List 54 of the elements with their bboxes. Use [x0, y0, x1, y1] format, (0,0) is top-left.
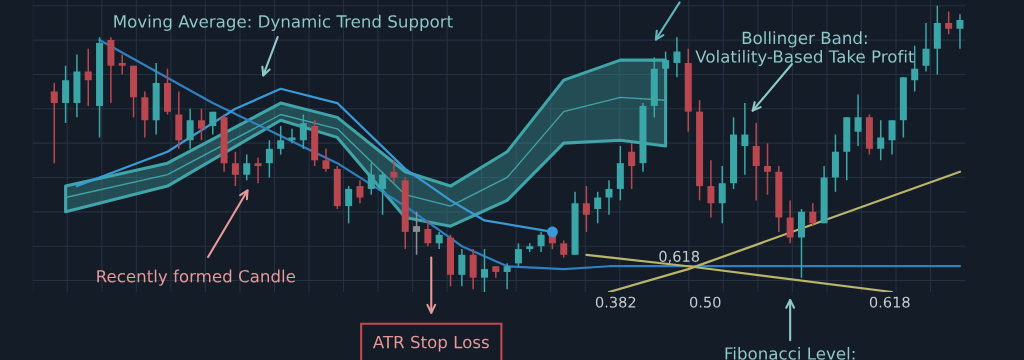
annotation: 0,618	[659, 250, 700, 264]
candlestick	[243, 153, 251, 182]
candlestick	[786, 199, 794, 245]
candlestick	[277, 125, 285, 156]
candlestick	[809, 202, 817, 227]
candlestick	[231, 150, 239, 187]
candlestick	[254, 156, 262, 184]
candlestick	[718, 165, 726, 225]
candlestick	[299, 113, 307, 150]
candlestick	[605, 179, 613, 216]
candlestick	[594, 191, 602, 225]
annotation: Moving Average: Dynamic Trend Support	[114, 14, 453, 31]
candlestick	[877, 119, 885, 162]
candlestick	[356, 179, 364, 205]
candlestick	[956, 13, 964, 50]
candlestick	[945, 10, 953, 36]
candlestick	[50, 82, 58, 164]
text: ATR Stop Loss	[372, 335, 489, 352]
candlestick	[265, 139, 273, 179]
text: 0.618	[869, 296, 910, 308]
candlestick	[582, 185, 590, 233]
text: 0.382	[595, 296, 636, 308]
candlestick	[62, 65, 70, 124]
candlestick	[186, 108, 194, 150]
candlestick	[707, 159, 715, 219]
candlestick	[764, 142, 772, 196]
candlestick	[526, 242, 534, 253]
candlestick	[424, 219, 432, 247]
candlestick	[628, 142, 636, 190]
annotation: Recently formed Candle	[97, 269, 296, 286]
candlestick	[345, 185, 353, 225]
text: Fibonacci Level:	[725, 346, 855, 360]
candlestick	[141, 90, 149, 139]
candlestick	[480, 248, 488, 292]
candlestick	[84, 47, 92, 107]
candlestick	[741, 102, 749, 176]
candlestick	[413, 211, 421, 256]
candlestick	[854, 93, 862, 147]
candlestick	[367, 162, 375, 196]
candlestick	[469, 248, 477, 290]
candlestick	[322, 148, 330, 173]
candlestick	[514, 242, 522, 268]
candlestick	[503, 262, 511, 290]
annotation: Bollinger Band: Volatility-Based Take Profit	[695, 31, 915, 67]
text: 0.50	[689, 296, 721, 308]
candlestick	[197, 108, 205, 142]
candlestick	[673, 36, 681, 79]
candlestick	[537, 231, 545, 253]
candlestick	[752, 122, 760, 202]
candlestick	[922, 22, 930, 73]
candlestick	[888, 119, 896, 156]
candlestick	[118, 53, 126, 76]
candlestick	[458, 248, 466, 288]
candlestick	[288, 128, 296, 144]
